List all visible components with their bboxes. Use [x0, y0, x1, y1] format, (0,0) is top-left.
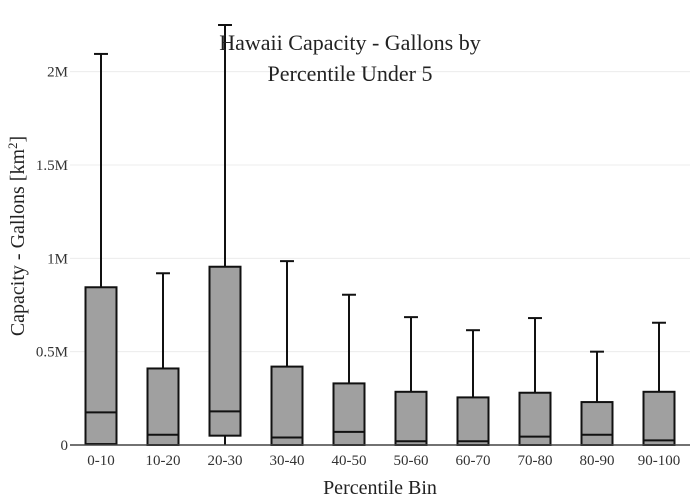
- iqr-box: [270, 365, 304, 447]
- box-group: [518, 317, 552, 447]
- x-tick-label: 40-50: [332, 453, 367, 469]
- box-group: [332, 293, 366, 446]
- y-axis-title-end: ]: [7, 136, 29, 143]
- y-axis-title: Capacity - Gallons [km2]: [5, 136, 30, 336]
- iqr-box: [208, 265, 242, 437]
- y-tick-label: 1.5M: [36, 158, 68, 174]
- iqr-box: [642, 390, 676, 446]
- gridlines: [70, 71, 690, 353]
- iqr-box: [456, 396, 490, 446]
- box-group: [208, 24, 242, 445]
- iqr-box: [394, 390, 428, 446]
- x-tick-label: 80-90: [580, 453, 615, 469]
- box-group: [270, 260, 304, 447]
- y-tick-label: 0: [61, 438, 69, 454]
- x-tick-label: 10-20: [146, 453, 181, 469]
- box-series: [84, 24, 676, 447]
- box-group: [456, 329, 490, 446]
- x-tick-labels: 0-10 10-20 20-30 30-40 40-50 50-60 60-70 70-80 8…: [87, 453, 680, 469]
- box-group: [146, 272, 180, 447]
- y-tick-label: 1M: [47, 251, 68, 267]
- y-tick-label: 2M: [47, 65, 68, 81]
- box-group: [642, 321, 676, 446]
- x-tick-label: 0-10: [87, 453, 115, 469]
- chart-title-line-1: Hawaii Capacity - Gallons by: [219, 30, 481, 55]
- x-tick-label: 70-80: [518, 453, 553, 469]
- box-group: [394, 316, 428, 446]
- iqr-box: [332, 382, 366, 446]
- box-group: [580, 350, 614, 447]
- y-axis-title-main: Capacity - Gallons [km: [7, 149, 29, 337]
- iqr-box: [146, 367, 180, 447]
- x-tick-label: 30-40: [270, 453, 305, 469]
- chart-title-line-2: Percentile Under 5: [268, 61, 433, 86]
- y-tick-labels: 0 0.5M 1M 1.5M 2M: [36, 65, 68, 454]
- x-axis-title: Percentile Bin: [323, 477, 437, 499]
- iqr-box: [580, 401, 614, 447]
- y-axis-title-superscript: 2: [5, 142, 20, 149]
- x-tick-label: 50-60: [394, 453, 429, 469]
- x-tick-label: 60-70: [456, 453, 491, 469]
- iqr-box: [84, 286, 118, 446]
- x-tick-label: 20-30: [208, 453, 243, 469]
- box-group: [84, 52, 118, 446]
- x-tick-label: 90-100: [638, 453, 681, 469]
- y-tick-label: 0.5M: [36, 345, 68, 361]
